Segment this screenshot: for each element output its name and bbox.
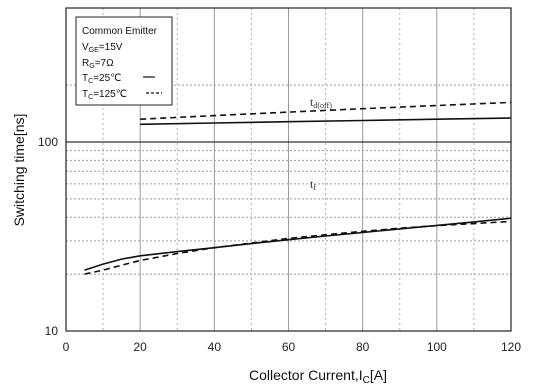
y-axis-label: Switching time[ns]	[11, 114, 27, 227]
y-tick-label: 10	[45, 324, 59, 338]
x-ticks: 0 20 40 60 80 100 120	[63, 340, 522, 354]
x-tick-label: 20	[133, 340, 147, 354]
legend-tc125: TC=125℃	[82, 89, 127, 101]
legend-title: Common Emitter	[82, 26, 158, 37]
x-tick-label: 120	[501, 340, 521, 354]
x-axis-label: Collector Current,IC[A]	[249, 367, 387, 386]
y-ticks: 10 100	[38, 135, 58, 338]
plot-frame	[65, 7, 512, 332]
legend-rg: RG=7Ω	[82, 58, 114, 70]
legend-vge: VGE=15V	[82, 42, 123, 54]
x-tick-label: 40	[208, 340, 222, 354]
annotation-tf: tf	[310, 177, 316, 192]
legend-box	[75, 16, 173, 106]
legend: Common Emitter VGE=15V RG=7Ω TC=25℃ TC=1…	[75, 16, 173, 106]
x-tick-label: 60	[282, 340, 296, 354]
series-tdoff-125c-line	[140, 101, 512, 120]
series-group	[84, 101, 512, 275]
series-tdoff-25c-line	[140, 117, 512, 126]
annotation-td-off: td(off)	[310, 95, 332, 110]
y-tick-label: 100	[38, 135, 58, 149]
series-tf-125c-line	[84, 220, 512, 275]
x-tick-label: 0	[63, 340, 70, 354]
x-tick-label: 100	[427, 340, 447, 354]
grid	[66, 8, 511, 331]
x-tick-label: 80	[356, 340, 370, 354]
legend-tc25: TC=25℃	[82, 73, 121, 85]
